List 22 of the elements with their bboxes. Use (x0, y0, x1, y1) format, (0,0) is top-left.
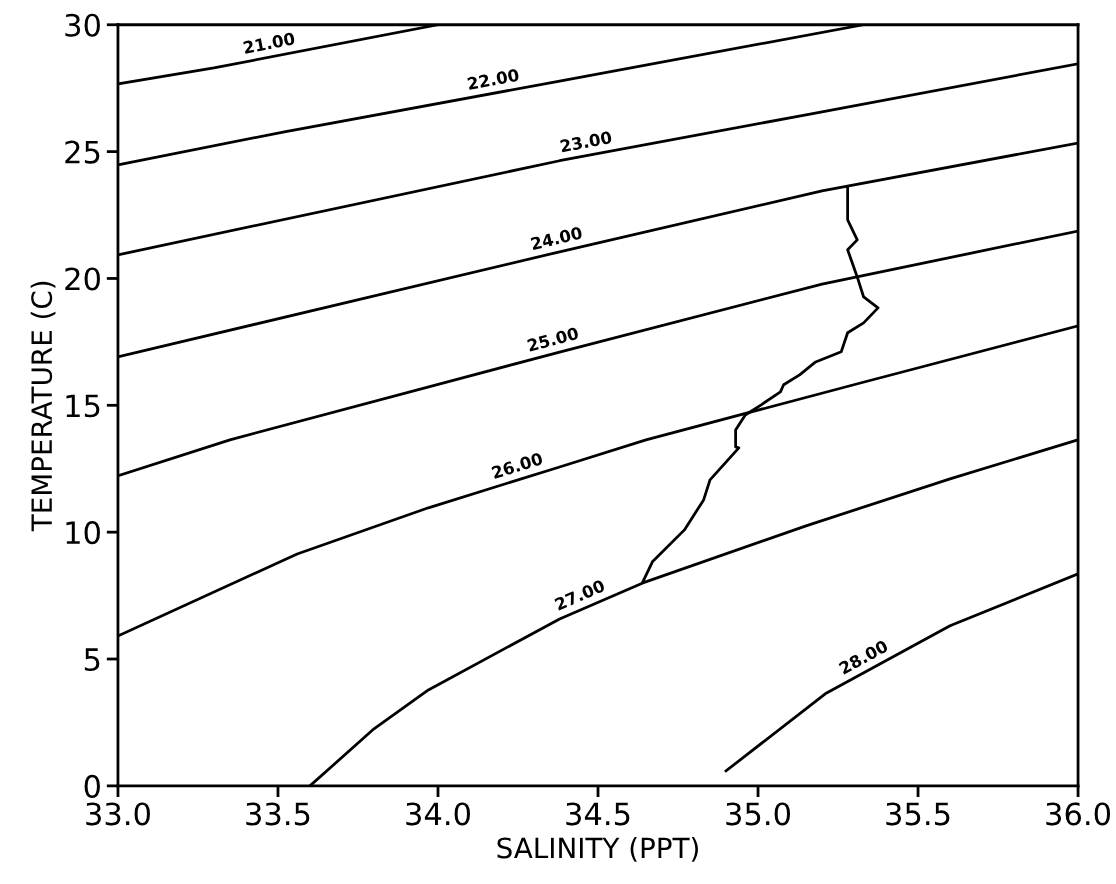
annotation: 23.00 (560, 130, 613, 153)
annotation: 21.00 (243, 31, 296, 54)
annotation: 24.00 (530, 226, 583, 251)
y-tick-label: 30 (65, 13, 100, 37)
x-tick-label: 33.0 (86, 802, 150, 826)
annotation: 22.00 (467, 68, 520, 90)
annotation: 26.00 (491, 451, 544, 480)
y-axis-title: TEMPERATURE (C) (30, 281, 56, 532)
y-tick-label: 20 (65, 267, 100, 291)
y-tick-label: 10 (66, 521, 100, 545)
x-tick-label: 34.5 (566, 802, 630, 826)
y-tick-label: 15 (66, 394, 100, 418)
x-axis-title: SALINITY (PPT) (497, 837, 698, 862)
y-tick-label: 5 (84, 648, 100, 672)
annotation: 25.00 (526, 326, 580, 352)
y-tick-label: 0 (84, 774, 100, 798)
x-tick-label: 35.5 (886, 802, 950, 826)
y-tick-label: 25 (65, 140, 100, 164)
x-tick-label: 33.5 (246, 802, 310, 826)
x-tick-label: 35.0 (726, 802, 791, 826)
x-tick-label: 36.0 (1046, 802, 1111, 826)
x-tick-label: 34.0 (406, 802, 470, 826)
